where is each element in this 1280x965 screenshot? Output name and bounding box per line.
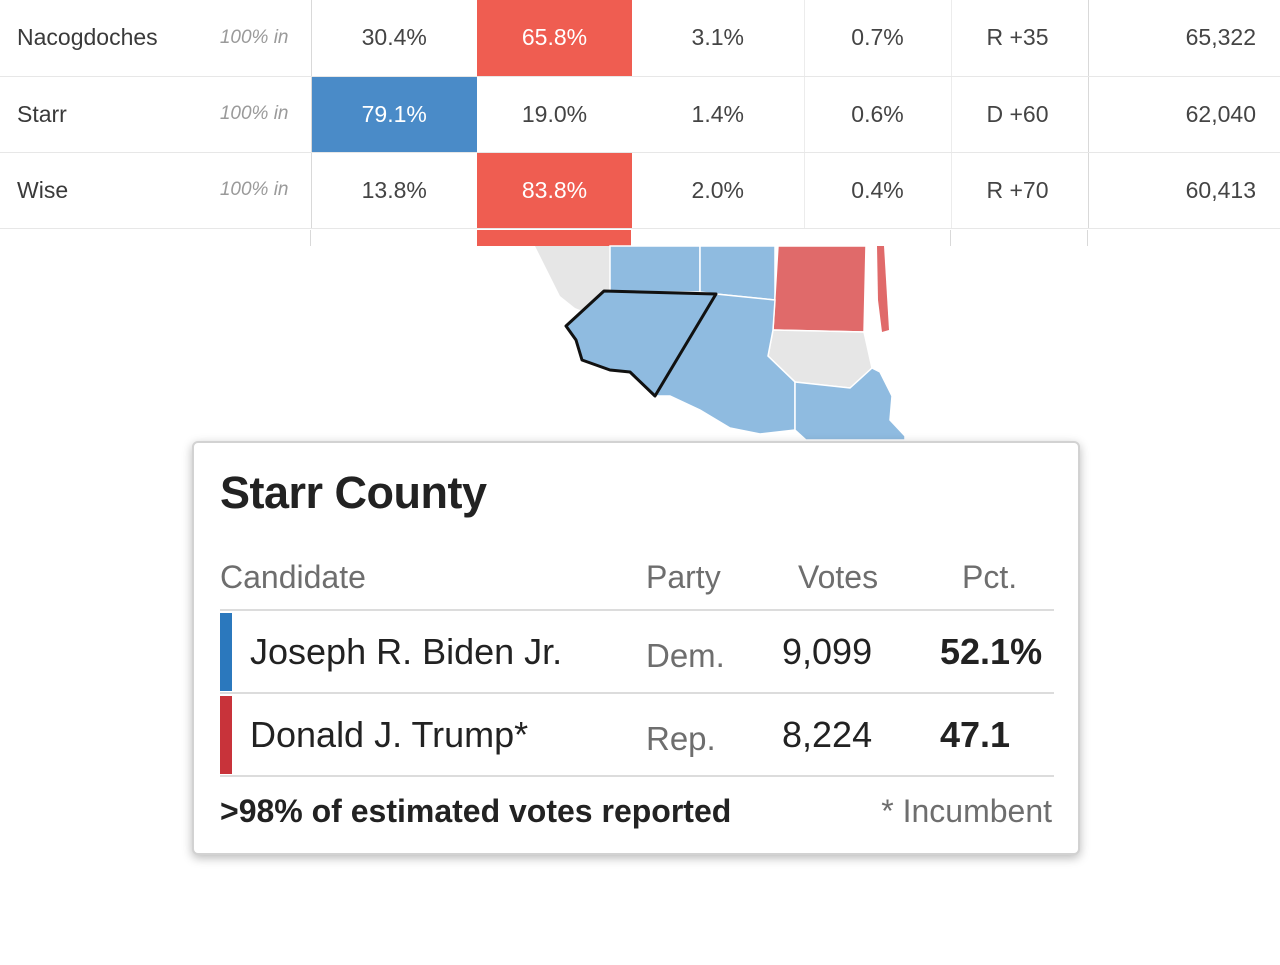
map-county-dem[interactable] <box>699 245 776 301</box>
margin-cell: R +35 <box>951 0 1089 77</box>
margin-cell: R +70 <box>951 152 1089 229</box>
table-row[interactable]: Wise 100% in 13.8% 83.8% 2.0% 0.4% R +70… <box>0 152 1280 229</box>
rep-pct-cell: 19.0% <box>477 76 632 153</box>
county-name: Starr <box>0 76 195 153</box>
incumbent-note: * Incumbent <box>881 793 1052 829</box>
candidate-row: Donald J. Trump* Rep. 8,224 47.1 <box>220 694 1054 774</box>
candidate-name: Donald J. Trump* <box>250 714 529 755</box>
map-county-dem[interactable] <box>653 293 796 435</box>
table-continuation-line <box>1087 230 1088 246</box>
rep-pct-cell: 65.8% <box>477 0 632 77</box>
starr-county-highlight[interactable] <box>564 289 718 398</box>
margin-cell: D +60 <box>951 76 1089 153</box>
map-county-rep[interactable] <box>877 246 889 332</box>
table-row[interactable]: Nacogdoches 100% in 30.4% 65.8% 3.1% 0.7… <box>0 0 1280 77</box>
total-votes-cell: 65,322 <box>1088 0 1280 77</box>
rep-pct-cell: 83.8% <box>477 152 632 229</box>
dem-pct-cell: 79.1% <box>311 76 477 153</box>
county-results-table: Nacogdoches 100% in 30.4% 65.8% 3.1% 0.7… <box>0 0 1280 229</box>
other2-pct-cell: 0.4% <box>804 152 952 229</box>
map-county-gray[interactable] <box>535 246 610 312</box>
other1-pct-cell: 2.0% <box>632 152 805 229</box>
candidate-party: Rep. <box>646 720 716 757</box>
tooltip-title: Starr County <box>220 467 487 518</box>
divider <box>220 609 1054 611</box>
table-row[interactable]: Starr 100% in 79.1% 19.0% 1.4% 0.6% D +6… <box>0 76 1280 153</box>
other1-pct-cell: 3.1% <box>632 0 805 77</box>
map-county-rep[interactable] <box>772 245 867 333</box>
column-header-candidate: Candidate <box>220 559 366 595</box>
candidate-party: Dem. <box>646 637 725 674</box>
county-map <box>310 230 1088 441</box>
other2-pct-cell: 0.6% <box>804 76 952 153</box>
reporting-status: 100% in <box>195 0 312 77</box>
county-tooltip: Starr County Candidate Party Votes Pct. … <box>192 441 1080 855</box>
total-votes-cell: 60,413 <box>1088 152 1280 229</box>
map-county-dem[interactable] <box>794 367 906 441</box>
candidate-pct: 47.1 <box>940 714 1011 755</box>
candidate-votes: 9,099 <box>782 631 873 672</box>
divider <box>220 775 1054 777</box>
party-color-bar <box>220 696 232 774</box>
candidate-pct: 52.1% <box>940 631 1043 672</box>
table-continuation-line <box>950 230 951 246</box>
reporting-status: 100% in <box>195 152 312 229</box>
other1-pct-cell: 1.4% <box>632 76 805 153</box>
total-votes-cell: 62,040 <box>1088 76 1280 153</box>
votes-reported-note: >98% of estimated votes reported <box>220 793 732 829</box>
candidate-name: Joseph R. Biden Jr. <box>250 631 563 672</box>
table-continuation-line <box>310 230 311 246</box>
table-continuation-rep <box>477 230 631 246</box>
column-header-pct: Pct. <box>962 559 1018 595</box>
candidate-votes: 8,224 <box>782 714 873 755</box>
party-color-bar <box>220 613 232 691</box>
map-county-dem[interactable] <box>609 245 701 293</box>
divider <box>220 692 1054 694</box>
reporting-status: 100% in <box>195 76 312 153</box>
county-name: Nacogdoches <box>0 0 195 77</box>
column-header-votes: Votes <box>798 559 879 595</box>
other2-pct-cell: 0.7% <box>804 0 952 77</box>
dem-pct-cell: 30.4% <box>311 0 477 77</box>
dem-pct-cell: 13.8% <box>311 152 477 229</box>
county-name: Wise <box>0 152 195 229</box>
column-header-party: Party <box>646 559 721 595</box>
candidate-row: Joseph R. Biden Jr. Dem. 9,099 52.1% <box>220 611 1054 691</box>
